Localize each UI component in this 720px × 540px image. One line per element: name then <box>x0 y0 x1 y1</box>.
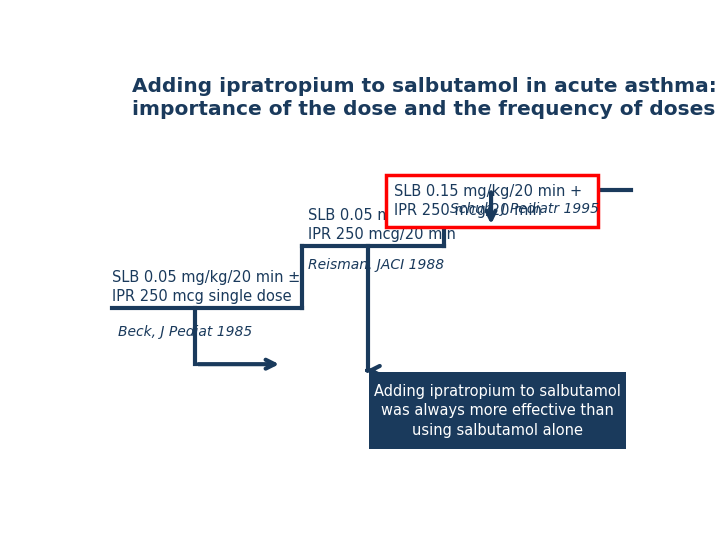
Text: Adding ipratropium to salbutamol in acute asthma:
importance of the dose and the: Adding ipratropium to salbutamol in acut… <box>132 77 716 119</box>
Text: SLB 0.05 mg/kg/20 min ±
IPR 250 mcg/20 min: SLB 0.05 mg/kg/20 min ± IPR 250 mcg/20 m… <box>307 208 496 241</box>
FancyBboxPatch shape <box>386 175 598 227</box>
Text: Beck, J Pediat 1985: Beck, J Pediat 1985 <box>118 325 252 339</box>
Text: SLB 0.15 mg/kg/20 min +
IPR 250 mcg/20 min: SLB 0.15 mg/kg/20 min + IPR 250 mcg/20 m… <box>394 184 582 218</box>
Text: SLB 0.05 mg/kg/20 min ±
IPR 250 mcg single dose: SLB 0.05 mg/kg/20 min ± IPR 250 mcg sing… <box>112 271 300 304</box>
FancyBboxPatch shape <box>369 373 626 449</box>
Text: Reisman, JACI 1988: Reisman, JACI 1988 <box>307 258 444 272</box>
Text: Schuh, J Pediatr 1995: Schuh, J Pediatr 1995 <box>450 202 599 216</box>
Text: Adding ipratropium to salbutamol
was always more effective than
using salbutamol: Adding ipratropium to salbutamol was alw… <box>374 383 621 438</box>
